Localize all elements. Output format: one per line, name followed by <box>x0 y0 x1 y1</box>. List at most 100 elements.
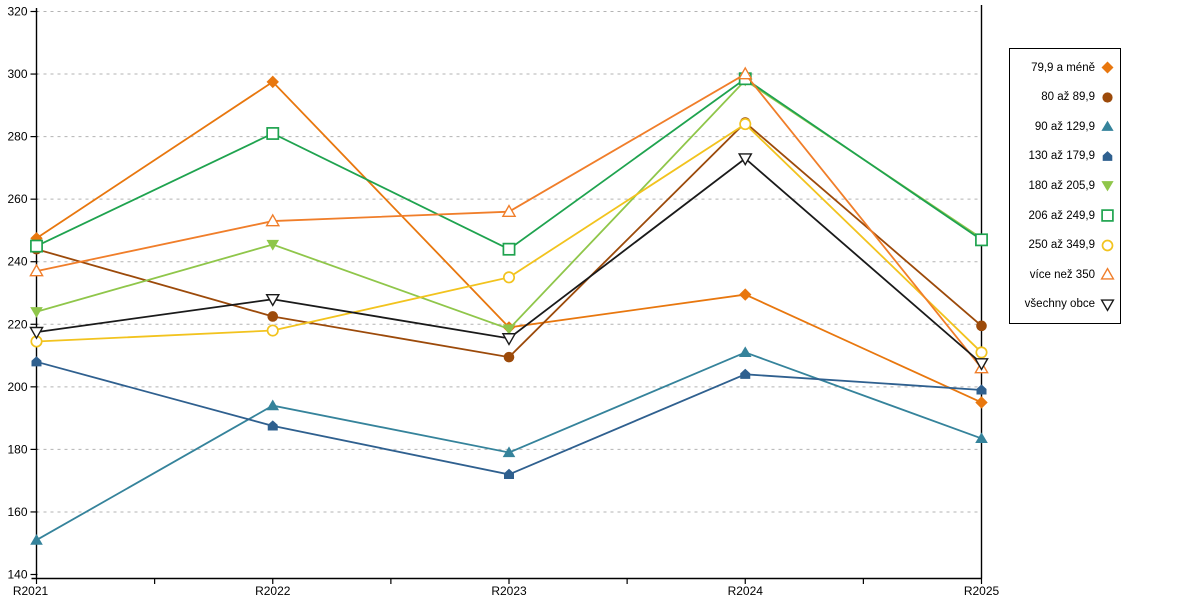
square-open-marker <box>30 239 43 253</box>
legend-item-label: 180 až 205,9 <box>1028 179 1095 192</box>
triangle-up-open-marker <box>29 263 44 277</box>
circle-open-marker <box>266 324 279 337</box>
square-open-marker <box>1101 209 1114 222</box>
triangle-up-filled-marker <box>1101 120 1114 132</box>
triangle-down-filled-marker <box>266 239 280 251</box>
triangle-down-filled-legend-icon <box>1101 181 1114 192</box>
circle-filled-marker <box>267 311 279 322</box>
legend-item-label: 250 až 349,9 <box>1028 239 1095 252</box>
legend-item-5: 206 až 249,9 <box>1012 203 1115 229</box>
triangle-up-filled-marker <box>502 446 516 458</box>
triangle-down-open-marker <box>501 333 517 346</box>
triangle-down-open-marker <box>265 293 281 307</box>
legend-item-label: 130 až 179,9 <box>1028 150 1095 163</box>
pentagon-filled-marker <box>976 384 987 395</box>
y-tick-label: 240 <box>7 255 27 269</box>
triangle-up-filled-marker <box>975 432 988 444</box>
circle-filled-marker <box>1102 92 1113 103</box>
legend-item-6: 250 až 349,9 <box>1012 232 1115 258</box>
legend-item-label: 90 až 129,9 <box>1034 120 1095 133</box>
circle-open-marker <box>502 271 516 284</box>
y-tick-label: 300 <box>7 67 27 81</box>
series-6 <box>30 118 988 359</box>
triangle-down-filled-marker <box>1101 181 1114 192</box>
pentagon-filled-marker <box>1102 151 1113 161</box>
series-2 <box>30 346 988 545</box>
legend-item-0: 79,9 a méně <box>1012 55 1115 81</box>
circle-filled-legend-icon <box>1102 92 1113 103</box>
y-tick-label: 280 <box>7 130 27 144</box>
pentagon-filled-marker <box>31 356 42 367</box>
square-open-marker <box>975 233 988 247</box>
circle-open-marker <box>1101 239 1114 251</box>
triangle-up-filled-marker <box>738 346 752 358</box>
x-category-label: R2023 <box>491 584 527 598</box>
pentagon-filled-marker <box>267 420 278 431</box>
legend-item-label: více než 350 <box>1029 268 1095 281</box>
x-category-label: R2022 <box>255 584 291 598</box>
triangle-up-filled-legend-icon <box>1101 120 1114 132</box>
triangle-up-open-marker <box>265 213 281 227</box>
pentagon-filled-marker <box>740 368 751 379</box>
pentagon-filled-legend-icon <box>1102 151 1113 161</box>
triangle-up-filled-marker <box>30 533 43 545</box>
legend-item-label: 79,9 a méně <box>1031 61 1095 74</box>
triangle-down-open-marker <box>1100 299 1115 312</box>
circle-open-legend-icon <box>1101 239 1114 251</box>
circle-open-marker <box>739 118 752 131</box>
pentagon-filled-marker <box>504 468 514 480</box>
triangle-down-open-marker <box>974 358 989 371</box>
legend-item-3: 130 až 179,9 <box>1012 143 1115 169</box>
triangle-down-open-legend-icon <box>1100 299 1115 312</box>
diamond-filled-marker <box>975 396 988 409</box>
series-8 <box>29 153 989 371</box>
y-tick-label: 140 <box>7 568 27 582</box>
triangle-down-open-marker <box>29 326 44 340</box>
legend-item-2: 90 až 129,9 <box>1012 114 1115 140</box>
triangle-up-open-marker <box>737 66 753 80</box>
triangle-down-filled-marker <box>502 324 516 336</box>
legend-item-7: více než 350 <box>1012 262 1115 288</box>
triangle-up-filled-marker <box>266 399 280 411</box>
series-3 <box>31 356 987 480</box>
triangle-up-open-marker <box>1100 267 1115 280</box>
y-tick-label: 160 <box>7 505 27 519</box>
x-category-label: R2021 <box>13 584 49 598</box>
square-open-marker <box>502 242 516 256</box>
diamond-filled-legend-icon <box>1101 61 1114 74</box>
square-open-legend-icon <box>1101 209 1114 222</box>
series-7 <box>29 66 989 374</box>
chart-legend: 79,9 a méně 80 až 89,9 90 až 129,9 130 až 1… <box>1009 48 1121 324</box>
legend-item-label: 80 až 89,9 <box>1041 91 1095 104</box>
y-tick-label: 320 <box>7 5 27 19</box>
x-category-label: R2025 <box>964 584 1000 598</box>
triangle-up-open-legend-icon <box>1100 267 1115 280</box>
series-line <box>36 122 983 354</box>
legend-item-label: všechny obce <box>1024 298 1095 311</box>
legend-item-4: 180 až 205,9 <box>1012 173 1115 199</box>
y-tick-label: 220 <box>7 317 27 331</box>
diamond-filled-marker <box>266 75 279 89</box>
series-5 <box>30 72 988 256</box>
series-line <box>36 77 983 251</box>
y-tick-label: 200 <box>7 380 27 394</box>
circle-filled-marker <box>976 320 987 332</box>
series-line <box>36 360 982 476</box>
diamond-filled-marker <box>30 232 43 245</box>
circle-filled-marker <box>503 351 515 363</box>
triangle-up-open-marker <box>501 204 517 217</box>
diamond-filled-marker <box>739 288 752 301</box>
x-category-label: R2024 <box>728 584 764 598</box>
y-tick-label: 180 <box>7 442 27 456</box>
legend-item-label: 206 až 249,9 <box>1028 209 1095 222</box>
legend-item-1: 80 až 89,9 <box>1012 84 1115 110</box>
circle-open-marker <box>975 346 988 359</box>
square-open-marker <box>266 127 280 140</box>
diamond-filled-marker <box>1101 61 1114 74</box>
triangle-down-open-marker <box>737 153 753 167</box>
legend-item-8: všechny obce <box>1012 291 1115 317</box>
triangle-down-filled-marker <box>30 307 43 318</box>
y-tick-label: 260 <box>7 192 27 206</box>
